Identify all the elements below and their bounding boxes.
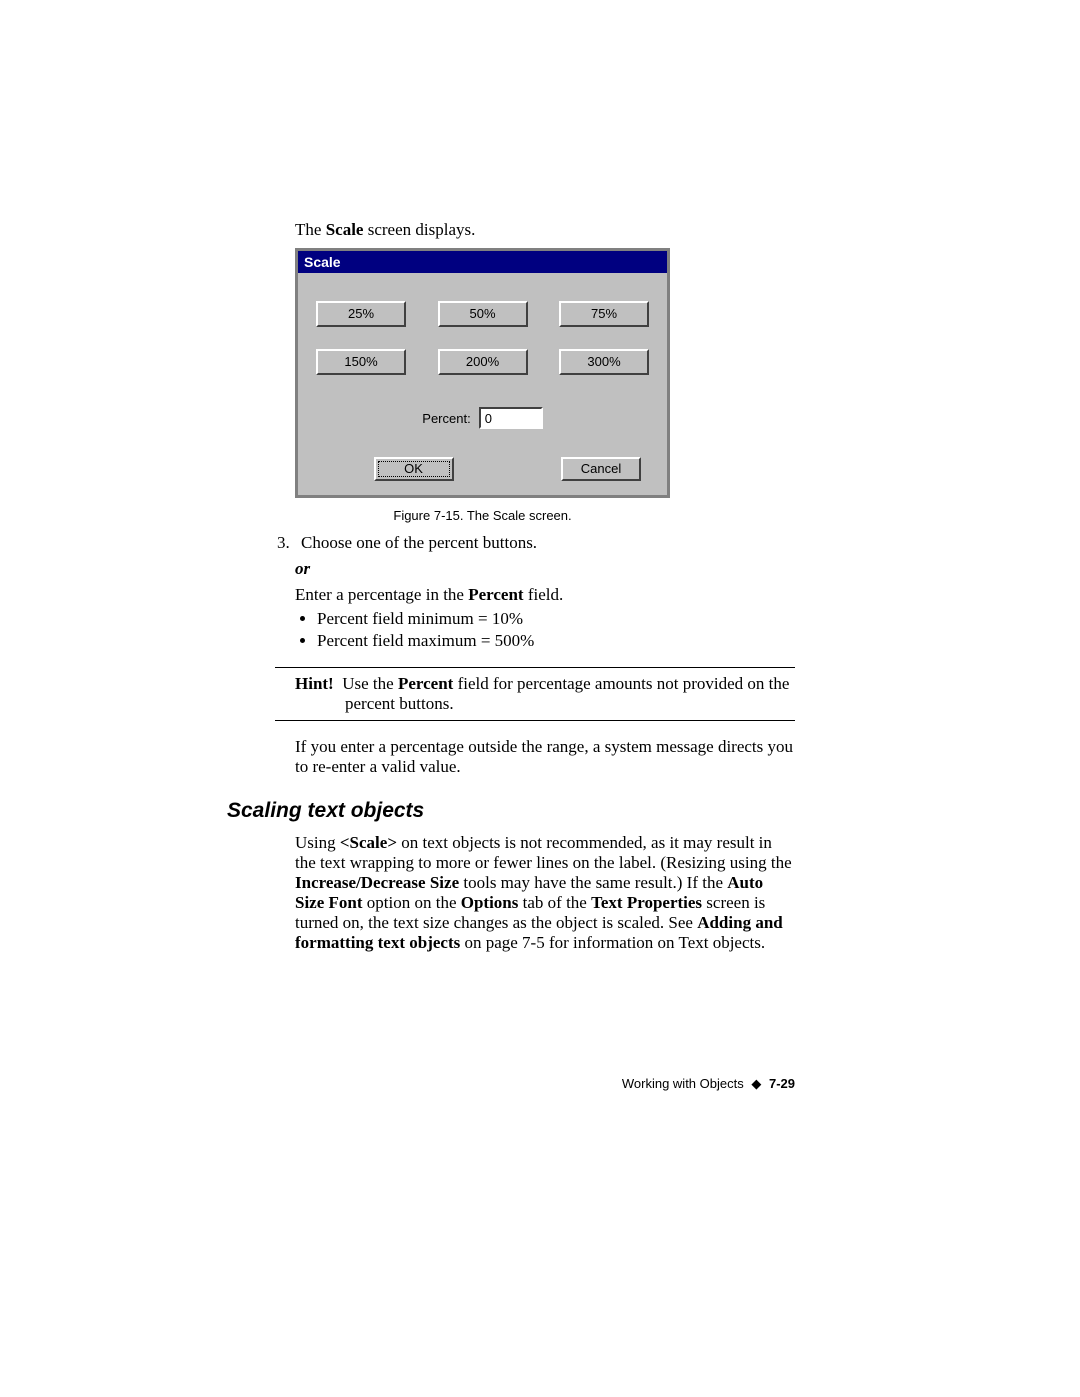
enter-percent-text: Enter a percentage in the Percent field. [295, 585, 795, 605]
p1h: on page 7-5 for information on Text obje… [460, 933, 765, 952]
p1b4: Options [461, 893, 519, 912]
ok-button[interactable]: OK [374, 457, 454, 481]
scale-dialog: Scale 25% 50% 75% 150% 200% 300% Percent… [295, 248, 670, 498]
pct-25-button[interactable]: 25% [316, 301, 406, 327]
pct-200-button[interactable]: 200% [438, 349, 528, 375]
cancel-button[interactable]: Cancel [561, 457, 641, 481]
percent-input[interactable] [479, 407, 543, 429]
or-text: or [295, 559, 795, 579]
intro-pre: The [295, 220, 326, 239]
figure-caption: Figure 7-15. The Scale screen. [295, 508, 670, 523]
enter-post: field. [524, 585, 564, 604]
range-warning-text: If you enter a percentage outside the ra… [295, 737, 795, 777]
section-heading: Scaling text objects [227, 799, 795, 823]
step-3-number: 3. [277, 533, 301, 553]
p1f: tab of the [518, 893, 591, 912]
hint-block: Hint! Use the Percent field for percenta… [275, 667, 795, 721]
hint-label: Hint! [295, 674, 334, 693]
pct-300-button[interactable]: 300% [559, 349, 649, 375]
p1b1: <Scale> [340, 833, 397, 852]
p1b2: Increase/Decrease Size [295, 873, 459, 892]
pct-50-button[interactable]: 50% [438, 301, 528, 327]
p1d: tools may have the same result.) If the [459, 873, 727, 892]
step-3: 3. Choose one of the percent buttons. [277, 533, 795, 553]
hint-bold: Percent [398, 674, 453, 693]
scaling-text-paragraph: Using <Scale> on text objects is not rec… [295, 833, 795, 953]
intro-text: The Scale screen displays. [295, 220, 795, 240]
intro-post: screen displays. [363, 220, 475, 239]
bullet-min: Percent field minimum = 10% [317, 609, 795, 629]
p1e: option on the [363, 893, 461, 912]
hint-pre: Use the [342, 674, 398, 693]
percent-limits-list: Percent field minimum = 10% Percent fiel… [295, 609, 795, 651]
dialog-title: Scale [298, 251, 667, 273]
p1b5: Text Properties [591, 893, 702, 912]
enter-pre: Enter a percentage in the [295, 585, 468, 604]
page-number: 7-29 [769, 1076, 795, 1091]
percent-label: Percent: [422, 411, 470, 426]
pct-150-button[interactable]: 150% [316, 349, 406, 375]
step-3-text: Choose one of the percent buttons. [301, 533, 537, 553]
pct-75-button[interactable]: 75% [559, 301, 649, 327]
page-footer: Working with Objects ◆ 7-29 [622, 1076, 795, 1092]
p1a: Using [295, 833, 340, 852]
bullet-max: Percent field maximum = 500% [317, 631, 795, 651]
footer-text: Working with Objects [622, 1076, 744, 1091]
intro-bold: Scale [326, 220, 364, 239]
diamond-icon: ◆ [751, 1076, 761, 1091]
enter-bold: Percent [468, 585, 523, 604]
